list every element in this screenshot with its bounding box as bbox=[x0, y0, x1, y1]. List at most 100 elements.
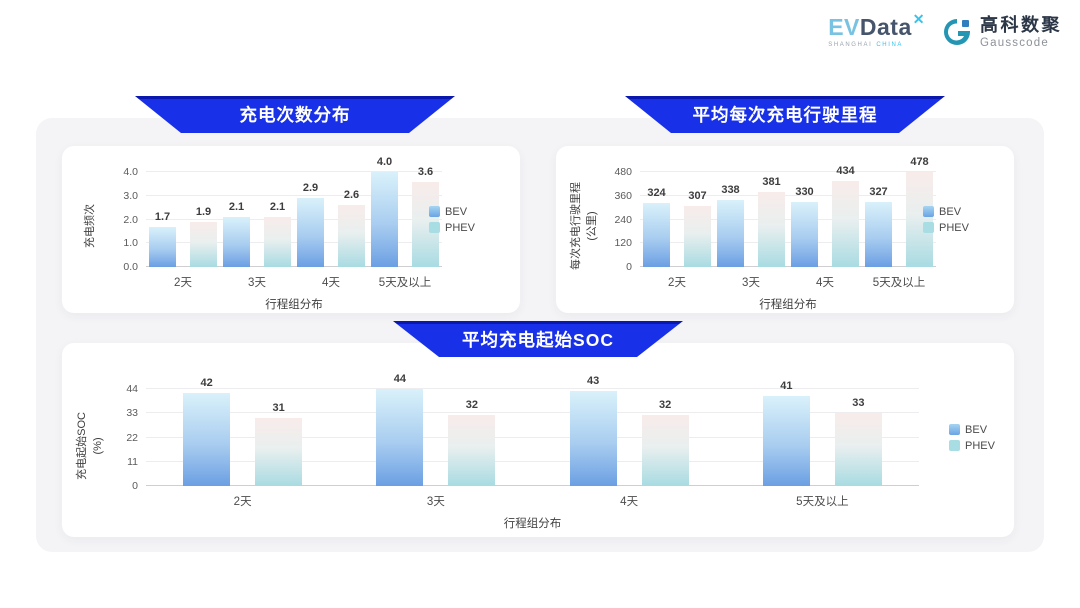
bar-bev: 2.9 bbox=[297, 182, 324, 267]
bar-value-label: 330 bbox=[795, 185, 814, 198]
gausscode-logo: 高科数聚 Gausscode bbox=[941, 16, 1062, 49]
legend-item-phev: PHEV bbox=[949, 440, 995, 452]
legend-swatch-phev bbox=[949, 440, 961, 451]
bar-value-label: 2.1 bbox=[269, 201, 286, 214]
gridline bbox=[146, 171, 442, 172]
plot-column: 42 31 44 32 43 32 41 33 2天 3天 4天 5天及以上 行程组分布 bbox=[146, 373, 919, 537]
y-axis-title-text: 充电起始SOC (%) bbox=[76, 412, 104, 480]
y-axis-ticks: 0.0 1.0 2.0 3.0 4.0 bbox=[112, 166, 146, 273]
category-axis: 2天 3天 4天 5天及以上 bbox=[146, 274, 442, 290]
bar-value-label: 32 bbox=[659, 399, 672, 412]
bar-value-label: 41 bbox=[780, 379, 793, 392]
legend: BEV PHEV bbox=[429, 206, 475, 234]
bar-value-label: 381 bbox=[762, 175, 781, 188]
y-tick-label: 1.0 bbox=[123, 237, 138, 250]
panel-mileage-per-charge: 每次充电行驶里程 (公里) 0 120 240 360 480 324 307 338 381 33… bbox=[556, 146, 1014, 313]
category-label: 3天 bbox=[742, 277, 760, 289]
bar-value-label: 32 bbox=[465, 399, 478, 412]
gridline bbox=[640, 242, 936, 244]
legend-item-bev: BEV bbox=[949, 424, 995, 436]
bar-phev: 434 bbox=[832, 165, 859, 267]
legend-item-phev: PHEV bbox=[923, 222, 969, 234]
legend: BEV PHEV bbox=[949, 424, 995, 452]
bar-bev: 327 bbox=[865, 186, 892, 267]
bar-phev: 307 bbox=[684, 190, 711, 267]
bar-phev: 2.6 bbox=[338, 189, 365, 267]
bar-value-label: 1.9 bbox=[195, 205, 212, 218]
evdata-subtitle-china: CHINA bbox=[876, 42, 904, 49]
gausscode-g-icon bbox=[944, 19, 970, 46]
gridline bbox=[146, 218, 442, 220]
banner-mileage-label: 平均每次充电行驶里程 bbox=[692, 105, 878, 125]
gridline bbox=[146, 412, 919, 414]
category-label: 2天 bbox=[233, 496, 252, 508]
y-tick-label: 11 bbox=[127, 455, 138, 468]
evdata-subtitle-shanghai: SHANGHAI bbox=[828, 42, 873, 49]
y-axis-ticks: 0 120 240 360 480 bbox=[606, 166, 640, 273]
x-axis-line bbox=[640, 266, 936, 267]
y-axis-title: 充电起始SOC (%) bbox=[70, 389, 112, 537]
bar-group: 41 33 bbox=[726, 380, 919, 486]
bar-value-label: 33 bbox=[852, 397, 865, 410]
y-axis-title: 每次充电行驶里程 (公里) bbox=[564, 172, 606, 313]
chart-mileage-per-charge: 每次充电行驶里程 (公里) 0 120 240 360 480 324 307 338 381 33… bbox=[556, 146, 1014, 313]
bar-bev: 43 bbox=[569, 375, 617, 486]
gridline bbox=[640, 194, 936, 196]
bar-value-label: 31 bbox=[272, 401, 285, 414]
y-tick-label: 33 bbox=[126, 407, 138, 420]
bar-value-label: 2.1 bbox=[228, 201, 245, 214]
legend-swatch-bev bbox=[949, 424, 961, 435]
bar-group: 43 32 bbox=[533, 375, 726, 486]
bar-value-label: 43 bbox=[587, 375, 600, 388]
y-axis-title: 充电频次 bbox=[70, 172, 112, 313]
bar-group: 1.7 1.9 bbox=[146, 172, 220, 267]
banner-soc-title: 平均充电起始SOC bbox=[393, 321, 683, 357]
bar-value-label: 324 bbox=[647, 186, 666, 199]
bar-value-label: 327 bbox=[869, 186, 888, 199]
bar-group: 2.1 2.1 bbox=[220, 172, 294, 267]
gridline bbox=[146, 388, 919, 389]
x-axis-title: 行程组分布 bbox=[265, 299, 323, 311]
legend-label: BEV bbox=[965, 423, 988, 436]
y-tick-label: 22 bbox=[126, 431, 138, 444]
bar-group: 44 32 bbox=[339, 373, 532, 486]
bar-phev: 381 bbox=[758, 176, 785, 267]
bar-value-label: 1.7 bbox=[154, 210, 171, 223]
gridline bbox=[640, 218, 936, 220]
panel-charge-count: 充电频次 0.0 1.0 2.0 3.0 4.0 1.7 1.9 2.1 2.1 2.9 2.6 4.0… bbox=[62, 146, 520, 313]
category-label: 2天 bbox=[174, 277, 192, 289]
legend-item-bev: BEV bbox=[923, 206, 969, 218]
bar-phev: 478 bbox=[906, 156, 933, 267]
y-tick-label: 120 bbox=[614, 237, 632, 250]
bar-phev: 33 bbox=[834, 397, 882, 486]
category-label: 5天及以上 bbox=[872, 277, 926, 289]
category-label: 4天 bbox=[620, 496, 639, 508]
chart-charge-count: 充电频次 0.0 1.0 2.0 3.0 4.0 1.7 1.9 2.1 2.1 2.9 2.6 4.0… bbox=[62, 146, 520, 313]
bar-group: 338 381 bbox=[714, 172, 788, 267]
y-tick-label: 360 bbox=[614, 189, 632, 202]
bar-value-label: 307 bbox=[688, 190, 707, 203]
bar-groups: 42 31 44 32 43 32 41 33 bbox=[146, 373, 919, 486]
bar-phev: 2.1 bbox=[264, 201, 291, 267]
category-axis: 2天 3天 4天 5天及以上 bbox=[146, 493, 919, 509]
category-label: 4天 bbox=[322, 277, 340, 289]
x-axis-line bbox=[146, 266, 442, 267]
legend-label: BEV bbox=[939, 205, 962, 218]
y-tick-label: 0.0 bbox=[123, 261, 138, 273]
banner-charge-count-label: 充电次数分布 bbox=[239, 105, 351, 125]
legend-label: PHEV bbox=[445, 221, 475, 234]
bar-bev: 44 bbox=[376, 373, 424, 486]
evdata-data-text: Data bbox=[859, 14, 912, 41]
legend-label: BEV bbox=[445, 205, 468, 218]
gausscode-text: 高科数聚 Gausscode bbox=[980, 16, 1062, 49]
legend: BEV PHEV bbox=[923, 206, 969, 234]
y-tick-label: 2.0 bbox=[123, 213, 138, 226]
category-label: 4天 bbox=[816, 277, 834, 289]
bar-groups: 324 307 338 381 330 434 327 478 bbox=[640, 156, 936, 267]
bar-group: 324 307 bbox=[640, 172, 714, 267]
legend-swatch-phev bbox=[923, 222, 935, 233]
bar-value-label: 44 bbox=[393, 373, 406, 385]
y-tick-label: 480 bbox=[614, 166, 632, 178]
bar-group: 2.9 2.6 bbox=[294, 172, 368, 267]
header: EV Data ✕ SHANGHAI CHINA 高科数聚 Gausscode bbox=[828, 12, 1062, 49]
